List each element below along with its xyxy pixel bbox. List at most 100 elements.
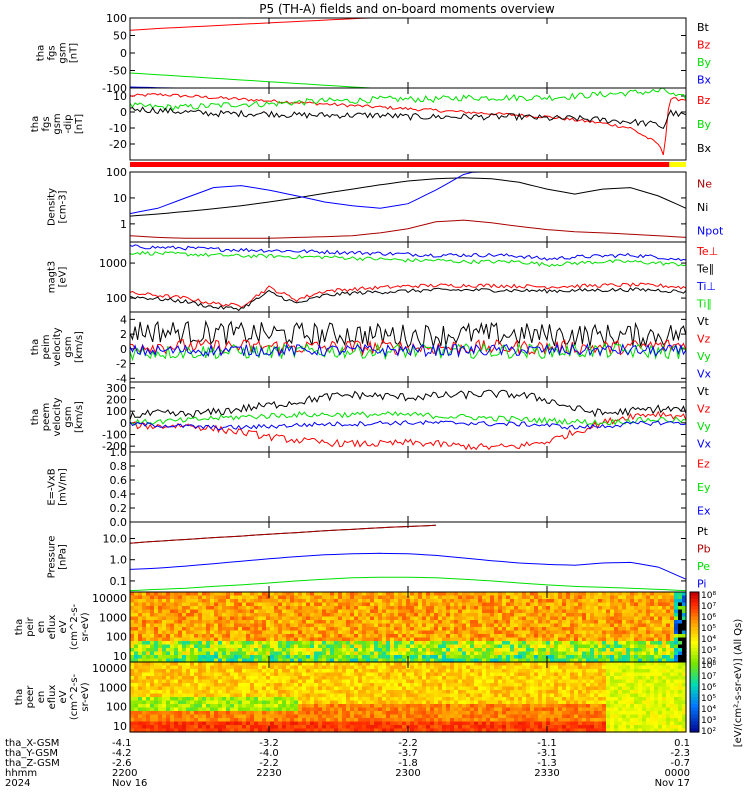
spectrogram-cell — [214, 679, 219, 684]
spectrogram-cell — [362, 623, 367, 628]
spectrogram-cell — [394, 651, 399, 656]
spectrogram-cell — [386, 613, 391, 618]
spectrogram-cell — [438, 623, 443, 628]
spectrogram-cell — [502, 602, 507, 607]
spectrogram-cell — [306, 714, 311, 719]
spectrogram-cell — [366, 697, 371, 702]
spectrogram-cell — [206, 613, 211, 618]
spectrogram-cell — [446, 707, 451, 712]
spectrogram-cell — [130, 627, 135, 632]
spectrogram-cell — [286, 662, 291, 667]
spectrogram-cell — [378, 721, 383, 726]
ytick-label: 10 — [113, 90, 127, 103]
spectrogram-cell — [454, 714, 459, 719]
spectrogram-cell — [342, 627, 347, 632]
spectrogram-cell — [242, 693, 247, 698]
spectrogram-cell — [662, 613, 667, 618]
spectrogram-cell — [582, 599, 587, 604]
spectrogram-cell — [130, 592, 135, 597]
spectrogram-cell — [254, 620, 259, 625]
spectrogram-cell — [506, 648, 511, 653]
spectrogram-cell — [186, 683, 191, 688]
spectrogram-cell — [630, 592, 635, 597]
spectrogram-cell — [302, 648, 307, 653]
spectrogram-cell — [682, 637, 687, 642]
spectrogram-cell — [570, 606, 575, 611]
spectrogram-cell — [474, 655, 479, 660]
spectrogram-cell — [334, 676, 339, 681]
spectrogram-cell — [542, 644, 547, 649]
spectrogram-cell — [442, 693, 447, 698]
spectrogram-cell — [174, 679, 179, 684]
spectrogram-cell — [270, 599, 275, 604]
spectrogram-cell — [402, 658, 407, 663]
spectrogram-cell — [634, 592, 639, 597]
mode-bar-slow — [130, 162, 670, 167]
spectrogram-cell — [250, 676, 255, 681]
spectrogram-cell — [206, 665, 211, 670]
spectrogram-cell — [674, 595, 679, 600]
spectrogram-cell — [206, 602, 211, 607]
spectrogram-cell — [414, 676, 419, 681]
spectrogram-cell — [198, 634, 203, 639]
spectrogram-cell — [302, 697, 307, 702]
spectrogram-cell — [410, 651, 415, 656]
spectrogram-cell — [382, 662, 387, 667]
spectrogram-cell — [558, 651, 563, 656]
spectrogram-cell — [370, 655, 375, 660]
spectrogram-cell — [578, 651, 583, 656]
spectrogram-cell — [142, 693, 147, 698]
spectrogram-cell — [266, 592, 271, 597]
spectrogram-cell — [378, 637, 383, 642]
spectrogram-cell — [150, 679, 155, 684]
spectrogram-cell — [418, 627, 423, 632]
spectrogram-cell — [530, 592, 535, 597]
spectrogram-cell — [526, 599, 531, 604]
spectrogram-cell — [446, 686, 451, 691]
spectrogram-cell — [470, 718, 475, 723]
spectrogram-cell — [270, 592, 275, 597]
spectrogram-cell — [674, 637, 679, 642]
spectrogram-cell — [662, 630, 667, 635]
spectrogram-cell — [462, 644, 467, 649]
spectrogram-cell — [602, 623, 607, 628]
spectrogram-cell — [670, 651, 675, 656]
spectrogram-cell — [230, 728, 235, 733]
spectrogram-cell — [606, 616, 611, 621]
spectrogram-cell — [190, 592, 195, 597]
spectrogram-cell — [662, 609, 667, 614]
spectrogram-cell — [362, 630, 367, 635]
legend-label: Vz — [697, 332, 711, 345]
spectrogram-cell — [298, 683, 303, 688]
spectrogram-cell — [278, 704, 283, 709]
spectrogram-cell — [390, 707, 395, 712]
spectrogram-cell — [202, 627, 207, 632]
spectrogram-cell — [346, 641, 351, 646]
spectrogram-cell — [382, 711, 387, 716]
spectrogram-cell — [214, 707, 219, 712]
spectrogram-cell — [286, 637, 291, 642]
spectrogram-cell — [134, 648, 139, 653]
spectrogram-cell — [234, 616, 239, 621]
spectrogram-cell — [154, 627, 159, 632]
spectrogram-cell — [154, 714, 159, 719]
spectrogram-cell — [390, 606, 395, 611]
spectrogram-cell — [502, 704, 507, 709]
spectrogram-cell — [342, 595, 347, 600]
spectrogram-cell — [378, 714, 383, 719]
spectrogram-cell — [482, 697, 487, 702]
spectrogram-cell — [358, 672, 363, 677]
spectrogram-cell — [210, 623, 215, 628]
spectrogram-cell — [370, 693, 375, 698]
spectrogram-cell — [446, 683, 451, 688]
spectrogram-cell — [538, 616, 543, 621]
spectrogram-cell — [430, 711, 435, 716]
spectrogram-cell — [430, 721, 435, 726]
spectrogram-cell — [298, 641, 303, 646]
spectrogram-cell — [250, 707, 255, 712]
spectrogram-cell — [558, 627, 563, 632]
ytick-label: 1.0 — [110, 554, 128, 567]
spectrogram-cell — [594, 602, 599, 607]
spectrogram-cell — [514, 627, 519, 632]
spectrogram-cell — [426, 725, 431, 730]
